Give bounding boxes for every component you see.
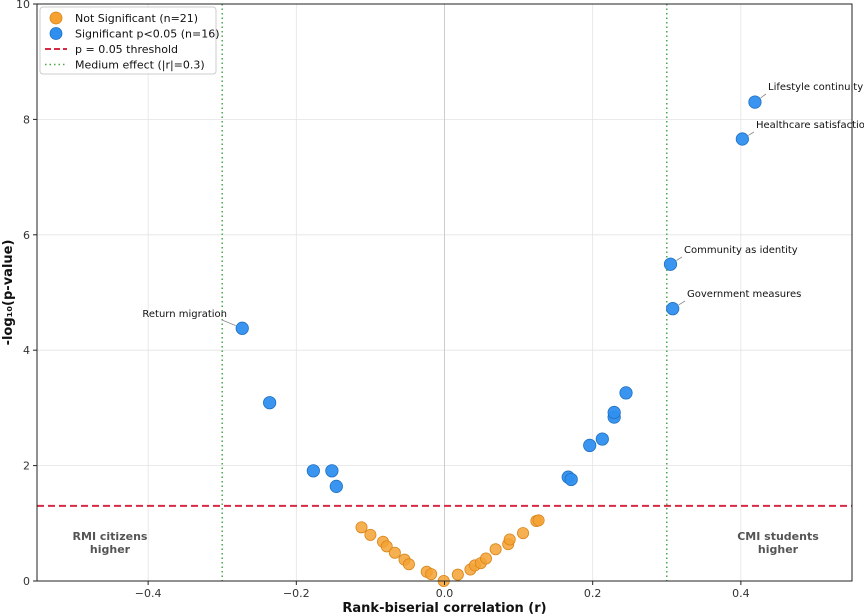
legend-marker	[49, 11, 63, 25]
region-label-line: higher	[758, 543, 799, 556]
not-significant-point	[517, 527, 530, 540]
significant-point	[735, 132, 749, 146]
not-significant-point	[489, 543, 502, 556]
significant-point	[306, 464, 320, 478]
data-points	[235, 95, 762, 588]
significant-point	[607, 405, 621, 420]
significant-point	[564, 472, 578, 487]
y-axis-ticks: 0 2 4 6 8 10	[16, 0, 37, 588]
not-significant-point	[380, 540, 393, 553]
x-tick-label: 0.4	[732, 587, 750, 600]
legend-label: p = 0.05 threshold	[75, 43, 178, 56]
y-tick-label: 2	[23, 460, 30, 473]
legend-significant: Significant p<0.05 (n=16)	[49, 27, 220, 41]
annotation-label: Community as identity	[684, 245, 798, 256]
not-significant-point	[451, 568, 464, 581]
legend-marker	[49, 27, 63, 40]
x-tick-label: −0.4	[135, 587, 162, 600]
annotation-label: Return migration	[142, 309, 227, 320]
legend: Not Significant (n=21) Significant p<0.05…	[39, 6, 220, 75]
region-label-line: RMI citizens	[73, 530, 148, 543]
legend-box	[39, 6, 217, 75]
x-tick-label: 0.0	[436, 587, 454, 600]
legend-label: Medium effect (|r|=0.3)	[75, 59, 205, 72]
annotation-label: Healthcare satisfaction	[756, 120, 864, 131]
x-axis-title: Rank-biserial correlation (r)	[342, 601, 546, 615]
point-annotations: Lifestyle continuity Healthcare satisfact…	[142, 82, 864, 326]
x-tick-label: −0.2	[283, 587, 310, 600]
not-significant-point	[388, 546, 401, 559]
legend-medium-effect: Medium effect (|r|=0.3)	[45, 59, 205, 72]
not-significant-point	[364, 528, 377, 541]
not-significant-point	[355, 521, 368, 534]
x-tick-label: 0.2	[584, 587, 602, 600]
y-tick-label: 8	[23, 113, 30, 126]
significant-point	[583, 438, 597, 453]
legend-threshold: p = 0.05 threshold	[45, 43, 178, 56]
significant-point	[748, 95, 762, 109]
region-label-line: higher	[90, 543, 131, 556]
legend-label: Not Significant (n=21)	[75, 12, 198, 25]
annotation-leader	[760, 93, 767, 99]
significant-point	[595, 432, 609, 446]
y-axis-title: -log₁₀(p-value)	[1, 240, 16, 346]
y-tick-label: 10	[16, 0, 30, 11]
not-significant-point	[402, 558, 415, 571]
y-tick-label: 0	[23, 575, 30, 588]
reference-lines	[37, 4, 852, 581]
legend-not-significant: Not Significant (n=21)	[49, 11, 198, 25]
region-label-left: RMI citizens higher	[73, 530, 148, 556]
significant-point	[666, 302, 680, 316]
annotation-leader	[748, 131, 755, 136]
region-label-right: CMI students higher	[737, 530, 819, 556]
significant-point	[329, 479, 343, 493]
not-significant-point	[503, 533, 516, 546]
significant-point	[619, 386, 633, 400]
y-tick-label: 6	[23, 229, 30, 242]
annotation-label: Lifestyle continuity	[768, 82, 863, 93]
significant-point	[263, 396, 277, 410]
region-label-line: CMI students	[737, 530, 819, 543]
y-tick-label: 4	[23, 344, 30, 357]
not-significant-point	[532, 514, 545, 527]
annotation-leader	[678, 300, 686, 306]
significant-point	[235, 321, 249, 335]
significant-point	[325, 464, 339, 478]
annotation-label: Government measures	[687, 289, 801, 300]
x-axis-ticks: −0.4 −0.2 0.0 0.2 0.4	[135, 581, 750, 600]
not-significant-point	[425, 568, 438, 581]
significant-point	[663, 257, 678, 271]
annotation-leader	[676, 256, 683, 261]
legend-label: Significant p<0.05 (n=16)	[75, 28, 220, 41]
annotation-leader	[221, 319, 236, 326]
not-significant-point	[479, 552, 492, 565]
